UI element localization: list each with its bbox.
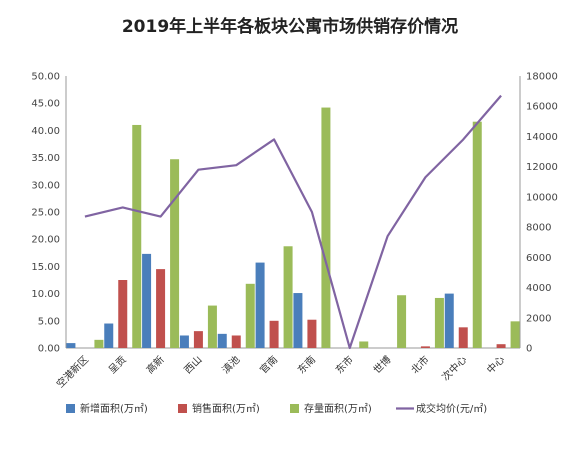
y-left-tick-label: 15.00 xyxy=(31,262,60,273)
legend-label-1: 新增面积(万㎡) xyxy=(80,402,148,415)
category-label: 高新 xyxy=(143,353,166,376)
bar-3-2 xyxy=(132,124,142,349)
bar-3-8 xyxy=(359,341,369,348)
y-right-tick-label: 10000 xyxy=(526,192,558,203)
bar-3-4 xyxy=(207,305,217,348)
chart-title: 2019年上半年各板块公寓市场供销存价情况 xyxy=(121,17,459,37)
y-right-tick-label: 18000 xyxy=(526,72,558,83)
legend-label-2: 销售面积(万㎡) xyxy=(192,402,260,415)
bar-2-10 xyxy=(420,346,430,348)
category-label: 中心 xyxy=(484,353,507,376)
bar-1-1 xyxy=(66,343,76,348)
bar-2-4 xyxy=(193,331,203,348)
y-right-tick-label: 0 xyxy=(526,344,532,355)
bar-1-7 xyxy=(293,293,303,348)
bar-1-3 xyxy=(142,253,152,348)
legend-label-3: 存量面积(万㎡) xyxy=(304,402,372,415)
y-right-tick-label: 8000 xyxy=(526,223,551,234)
bar-1-4 xyxy=(179,335,189,348)
bar-2-7 xyxy=(307,319,317,348)
bar-2-12 xyxy=(496,344,506,348)
category-label: 次中心 xyxy=(439,353,469,383)
y-left-tick-label: 0.00 xyxy=(38,344,60,355)
y-left-tick-label: 40.00 xyxy=(31,126,60,137)
bar-2-5 xyxy=(231,335,241,348)
bar-3-11 xyxy=(472,121,482,348)
category-label: 空港新区 xyxy=(54,353,91,390)
y-right-tick-label: 4000 xyxy=(526,283,551,294)
y-left-tick-label: 20.00 xyxy=(31,235,60,246)
legend-swatch-3 xyxy=(290,404,299,413)
y-right-tick-label: 12000 xyxy=(526,162,558,173)
price-line xyxy=(84,94,502,350)
y-left-tick-label: 35.00 xyxy=(31,153,60,164)
y-right-tick-label: 14000 xyxy=(526,132,558,143)
bar-2-2 xyxy=(118,280,128,348)
bar-3-9 xyxy=(397,295,407,348)
legend-swatch-2 xyxy=(178,404,187,413)
bar-1-11 xyxy=(444,293,454,348)
bar-1-2 xyxy=(104,323,114,348)
bar-3-7 xyxy=(321,107,331,348)
legend-label-4: 成交均价(元/㎡) xyxy=(416,402,487,415)
bar-3-10 xyxy=(434,297,444,348)
y-left-tick-label: 30.00 xyxy=(31,180,60,191)
bar-3-3 xyxy=(170,159,180,348)
category-label: 东南 xyxy=(295,353,318,376)
y-left-tick-label: 45.00 xyxy=(31,99,60,110)
bar-3-6 xyxy=(283,246,293,348)
bar-1-6 xyxy=(255,262,265,348)
y-right-tick-label: 6000 xyxy=(526,253,551,264)
bar-2-3 xyxy=(156,269,166,348)
bar-3-1 xyxy=(94,339,104,348)
legend-swatch-1 xyxy=(66,404,75,413)
category-label: 西山 xyxy=(182,354,205,377)
category-label: 官南 xyxy=(257,353,280,376)
category-label: 滇池 xyxy=(219,353,242,376)
category-label: 东市 xyxy=(333,353,356,376)
bar-1-5 xyxy=(217,333,227,348)
bar-3-12 xyxy=(510,321,520,348)
y-right-tick-label: 16000 xyxy=(526,102,558,113)
y-right-tick-label: 2000 xyxy=(526,313,551,324)
y-left-tick-label: 10.00 xyxy=(31,289,60,300)
y-left-tick-label: 25.00 xyxy=(31,208,60,219)
bar-3-5 xyxy=(245,283,255,348)
category-label: 世博 xyxy=(370,353,393,376)
category-label: 北市 xyxy=(408,353,431,376)
y-left-tick-label: 50.00 xyxy=(31,72,60,83)
bar-2-11 xyxy=(458,327,468,348)
category-label: 呈贡 xyxy=(106,354,129,377)
y-left-tick-label: 5.00 xyxy=(38,316,60,327)
bar-2-6 xyxy=(269,320,279,348)
